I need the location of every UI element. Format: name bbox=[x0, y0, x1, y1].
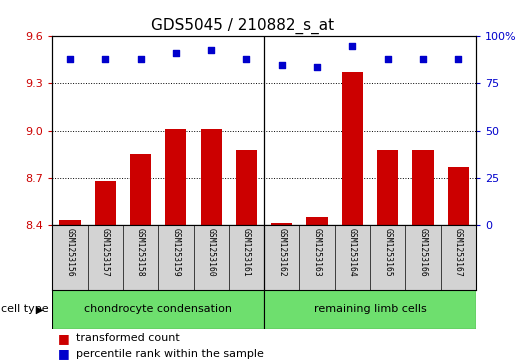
Point bbox=[101, 56, 109, 62]
Point bbox=[172, 50, 180, 56]
Text: GSM1253161: GSM1253161 bbox=[242, 228, 251, 276]
Text: GSM1253162: GSM1253162 bbox=[277, 228, 286, 276]
Point bbox=[66, 56, 74, 62]
Text: GSM1253156: GSM1253156 bbox=[65, 228, 74, 276]
Title: GDS5045 / 210882_s_at: GDS5045 / 210882_s_at bbox=[151, 17, 335, 33]
Point bbox=[348, 43, 357, 49]
Text: GSM1253157: GSM1253157 bbox=[101, 228, 110, 276]
Text: ▶: ▶ bbox=[36, 305, 43, 314]
Bar bbox=[130, 154, 151, 225]
Text: GSM1253160: GSM1253160 bbox=[207, 228, 215, 276]
Bar bbox=[60, 220, 81, 225]
Point bbox=[313, 64, 321, 69]
Bar bbox=[52, 290, 264, 329]
Bar bbox=[236, 150, 257, 225]
Text: percentile rank within the sample: percentile rank within the sample bbox=[76, 349, 264, 359]
Point bbox=[207, 46, 215, 52]
Text: GSM1253165: GSM1253165 bbox=[383, 228, 392, 276]
Bar bbox=[306, 217, 327, 225]
Bar bbox=[342, 73, 363, 225]
Bar bbox=[448, 167, 469, 225]
Point bbox=[137, 56, 145, 62]
Text: remaining limb cells: remaining limb cells bbox=[314, 305, 426, 314]
Text: GSM1253164: GSM1253164 bbox=[348, 228, 357, 276]
Point bbox=[242, 56, 251, 62]
Bar bbox=[165, 129, 186, 225]
Text: GSM1253159: GSM1253159 bbox=[172, 228, 180, 276]
Text: transformed count: transformed count bbox=[76, 333, 179, 343]
Bar bbox=[271, 224, 292, 225]
Text: cell type: cell type bbox=[1, 305, 48, 314]
Bar bbox=[412, 150, 434, 225]
Bar bbox=[95, 181, 116, 225]
Text: ■: ■ bbox=[58, 347, 69, 360]
Point bbox=[383, 56, 392, 62]
Bar bbox=[264, 290, 476, 329]
Text: GSM1253166: GSM1253166 bbox=[418, 228, 427, 276]
Point bbox=[419, 56, 427, 62]
Text: chondrocyte condensation: chondrocyte condensation bbox=[84, 305, 232, 314]
Bar bbox=[200, 129, 222, 225]
Bar bbox=[377, 150, 398, 225]
Text: GSM1253167: GSM1253167 bbox=[454, 228, 463, 276]
Point bbox=[278, 62, 286, 68]
Point bbox=[454, 56, 462, 62]
Text: GSM1253163: GSM1253163 bbox=[313, 228, 322, 276]
Text: GSM1253158: GSM1253158 bbox=[136, 228, 145, 276]
Text: ■: ■ bbox=[58, 332, 69, 345]
